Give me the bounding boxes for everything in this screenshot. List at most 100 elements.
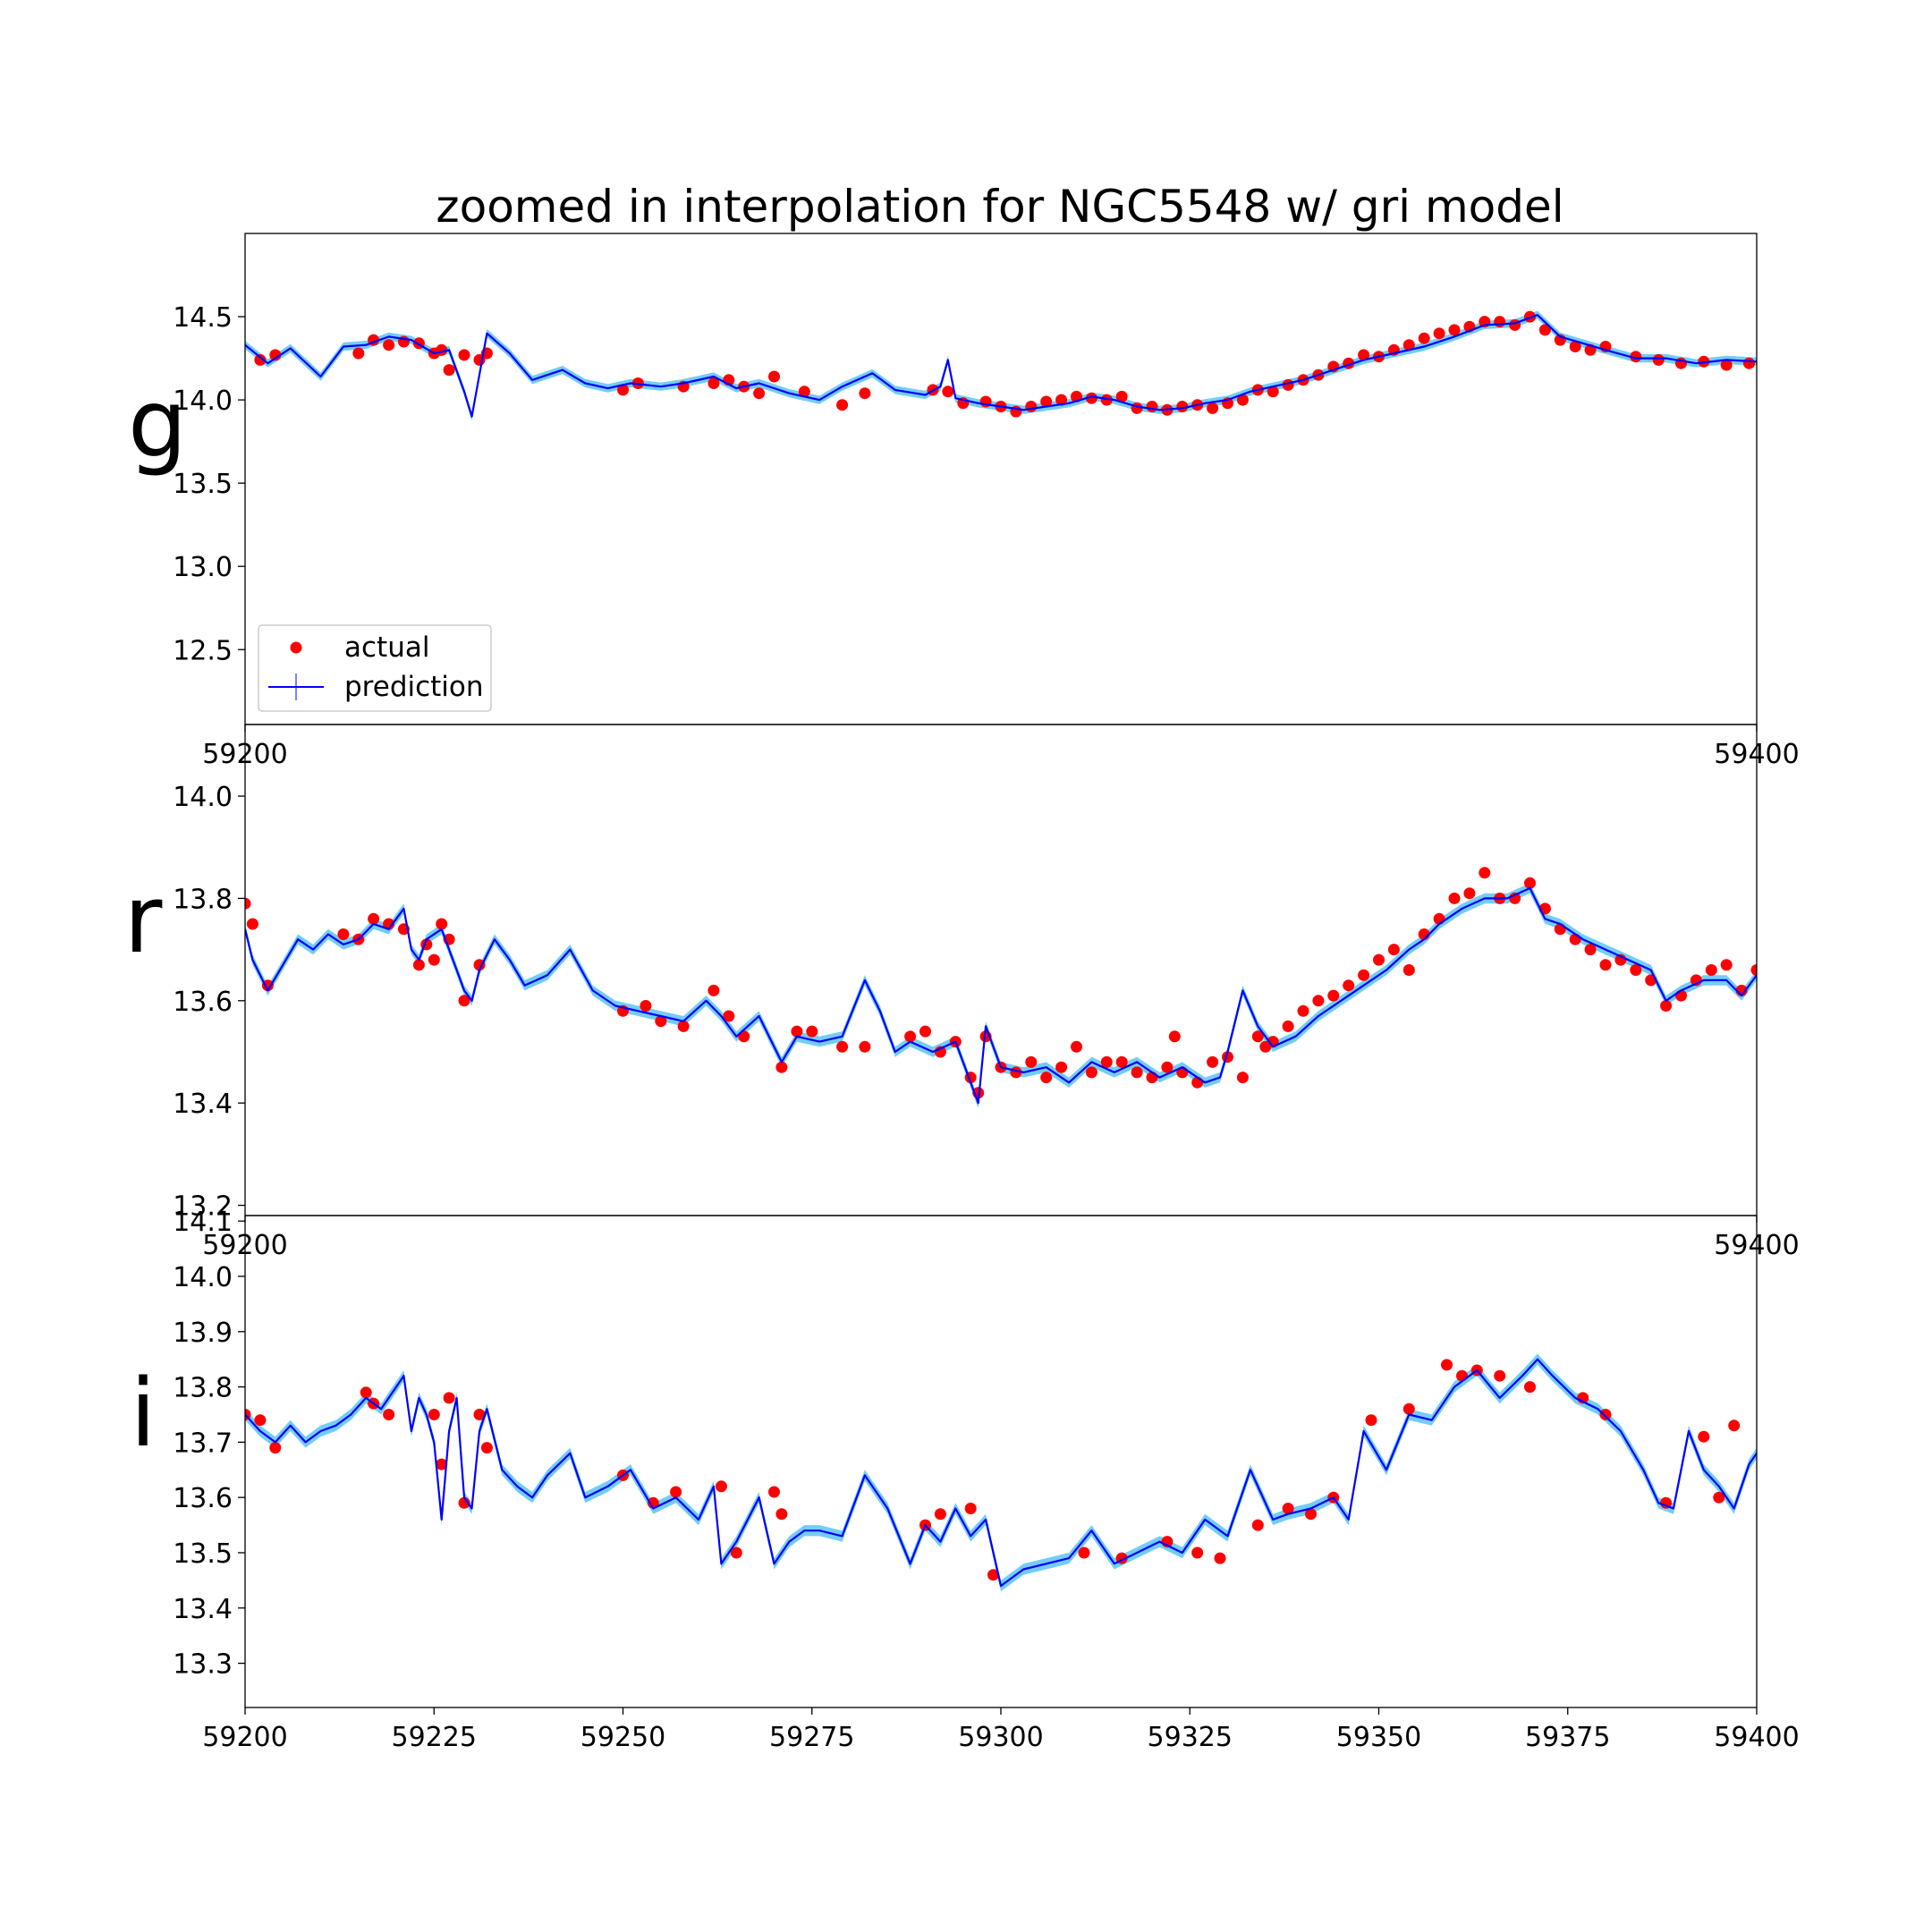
x-tick-label: 59350 <box>1336 1722 1421 1753</box>
y-tick-label: 13.9 <box>173 1318 233 1349</box>
actual-point <box>942 386 954 398</box>
actual-point <box>254 1414 267 1427</box>
panels-group: 12.5 13.0 13.5 14.0 14.5 59200 59400 g actual pre… <box>124 233 1800 1753</box>
x-tick-label: 59250 <box>580 1722 665 1753</box>
x-tick-label: 59375 <box>1525 1722 1610 1753</box>
y-tick-label: 13.4 <box>173 1594 233 1625</box>
actual-point <box>1312 995 1325 1007</box>
plot-area-r <box>245 867 1757 1108</box>
actual-point <box>1599 1409 1612 1420</box>
actual-point <box>1750 964 1757 976</box>
actual-point <box>1040 395 1053 408</box>
actual-point <box>1191 1546 1204 1559</box>
actual-point <box>1660 1000 1673 1012</box>
actual-point <box>1358 969 1370 981</box>
actual-point <box>640 1000 652 1012</box>
y-tick-label: 13.5 <box>173 469 233 500</box>
actual-point <box>715 1480 727 1493</box>
actual-point <box>1176 401 1189 412</box>
actual-point <box>337 928 350 940</box>
actual-point <box>1456 1369 1468 1382</box>
actual-point <box>1524 1381 1536 1394</box>
actual-point <box>934 1508 946 1521</box>
actual-point <box>428 953 440 966</box>
actual-point <box>1743 357 1755 369</box>
actual-point <box>647 1496 659 1509</box>
actual-point <box>1630 351 1642 363</box>
actual-point <box>480 1442 493 1454</box>
legend: actual prediction <box>258 624 492 712</box>
actual-point <box>436 1458 448 1470</box>
band-label-i: i <box>131 1359 157 1468</box>
actual-point <box>383 1409 395 1420</box>
chart-title: zoomed in interpolation for NGC5548 w/ g… <box>436 181 1563 233</box>
actual-point <box>352 347 365 360</box>
y-tick-label: 13.0 <box>173 552 233 583</box>
actual-point <box>1402 339 1415 352</box>
actual-point <box>1441 1359 1453 1371</box>
actual-point <box>730 1546 742 1559</box>
actual-point <box>1494 1369 1506 1382</box>
prediction-line-i <box>245 1358 1757 1588</box>
x-tick-label: 59275 <box>769 1722 854 1753</box>
legend-actual-label: actual <box>344 631 429 664</box>
actual-point <box>1207 1055 1219 1068</box>
actual-point <box>1402 1402 1415 1415</box>
actual-point <box>1100 1055 1113 1068</box>
actual-point <box>904 1030 917 1043</box>
actual-point <box>1131 402 1143 414</box>
y-tick-label: 13.2 <box>173 1191 233 1223</box>
actual-point <box>1387 944 1400 956</box>
x-tick-label: 59325 <box>1148 1722 1233 1753</box>
actual-point <box>1236 394 1249 406</box>
y-tick-label: 13.8 <box>173 884 233 915</box>
panel-i: 13.3 13.4 13.5 13.6 13.7 13.8 13.9 14.0 14.1 5920… <box>131 1207 1800 1753</box>
actual-point <box>1161 1061 1174 1073</box>
actual-point <box>798 386 810 398</box>
actual-point <box>443 1392 455 1404</box>
y-tick-label: 13.6 <box>173 1483 233 1514</box>
legend-box <box>258 624 492 712</box>
actual-point <box>1728 1419 1741 1432</box>
actual-point <box>1584 944 1597 956</box>
actual-point <box>1251 1519 1264 1531</box>
actual-point <box>1599 959 1612 971</box>
actual-point <box>254 353 267 366</box>
actual-point <box>1071 1040 1082 1053</box>
actual-point <box>670 1486 682 1498</box>
actual-point <box>1479 867 1491 879</box>
actual-point <box>617 384 629 396</box>
y-tick-label: 14.0 <box>173 1262 233 1293</box>
actual-point <box>412 959 425 971</box>
actual-point <box>919 1025 931 1038</box>
x-tick-label: 59200 <box>202 1722 287 1753</box>
actual-point <box>723 1010 735 1022</box>
actual-point <box>1251 1030 1264 1043</box>
actual-point <box>1055 394 1068 406</box>
y-tick-label: 14.5 <box>173 302 233 334</box>
actual-point <box>964 1503 977 1514</box>
actual-point <box>1168 1030 1181 1043</box>
actual-point <box>1720 959 1733 971</box>
prediction-line-g <box>245 314 1757 418</box>
actual-point <box>1343 979 1355 992</box>
actual-point <box>1267 386 1279 398</box>
y-tick-label: 14.0 <box>173 782 233 813</box>
actual-point <box>1115 390 1128 402</box>
actual-point <box>1207 402 1219 414</box>
actual-point <box>1538 324 1551 336</box>
y-tick-label: 14.0 <box>173 386 233 417</box>
actual-point <box>1025 1055 1038 1068</box>
actual-point <box>806 1025 818 1038</box>
actual-point <box>1327 989 1340 1002</box>
actual-point <box>383 918 395 930</box>
actual-point <box>655 1015 667 1028</box>
actual-point <box>1418 332 1430 344</box>
actual-point <box>383 339 395 352</box>
y-tick-label: 13.3 <box>173 1649 233 1681</box>
actual-point <box>458 995 470 1007</box>
actual-point <box>1402 964 1415 976</box>
